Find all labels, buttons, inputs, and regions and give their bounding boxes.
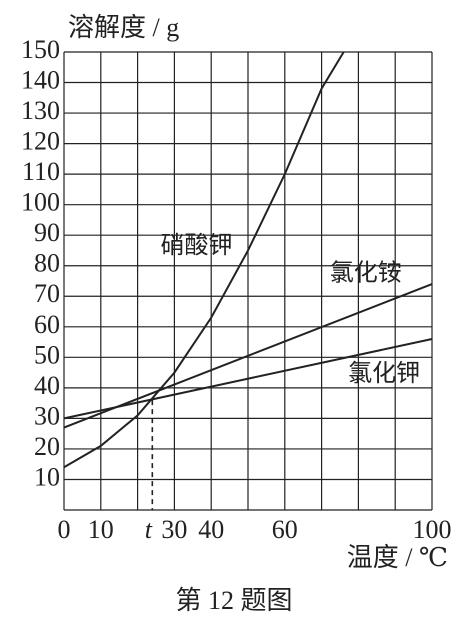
y-tick-label: 70: [34, 279, 60, 308]
caption: 第 12 题图: [175, 586, 292, 615]
y-tick-label: 40: [34, 371, 60, 400]
y-tick-label: 90: [34, 218, 60, 247]
y-tick-label: 50: [34, 340, 60, 369]
marker-label: t: [145, 515, 153, 544]
y-tick-label: 140: [21, 66, 60, 95]
y-tick-label: 120: [21, 127, 60, 156]
x-tick-label: 60: [272, 515, 298, 544]
x-tick-label: 40: [198, 515, 224, 544]
x-tick-label: 100: [413, 515, 452, 544]
y-tick-label: 60: [34, 310, 60, 339]
y-tick-label: 130: [21, 96, 60, 125]
series-line: [63, 51, 345, 469]
y-tick-label: 150: [21, 35, 60, 64]
y-tick-label: 20: [34, 432, 60, 461]
x-tick-label: 30: [161, 515, 187, 544]
y-tick-label: 100: [21, 188, 60, 217]
x-axis-label: 温度 / ℃: [347, 543, 448, 572]
series-label: 氯化钾: [348, 360, 420, 387]
series-line: [63, 338, 433, 420]
series-line: [63, 283, 433, 429]
y-tick-label: 110: [22, 157, 60, 186]
series-label: 氯化铵: [330, 259, 402, 286]
y-axis-label: 溶解度 / g: [68, 13, 179, 42]
y-tick-label: 10: [34, 462, 60, 491]
y-tick-label: 30: [34, 401, 60, 430]
y-tick-label: 80: [34, 249, 60, 278]
x-tick-label: 10: [88, 515, 114, 544]
x-tick-label: 0: [58, 515, 71, 544]
series-label: 硝酸钾: [160, 232, 232, 259]
